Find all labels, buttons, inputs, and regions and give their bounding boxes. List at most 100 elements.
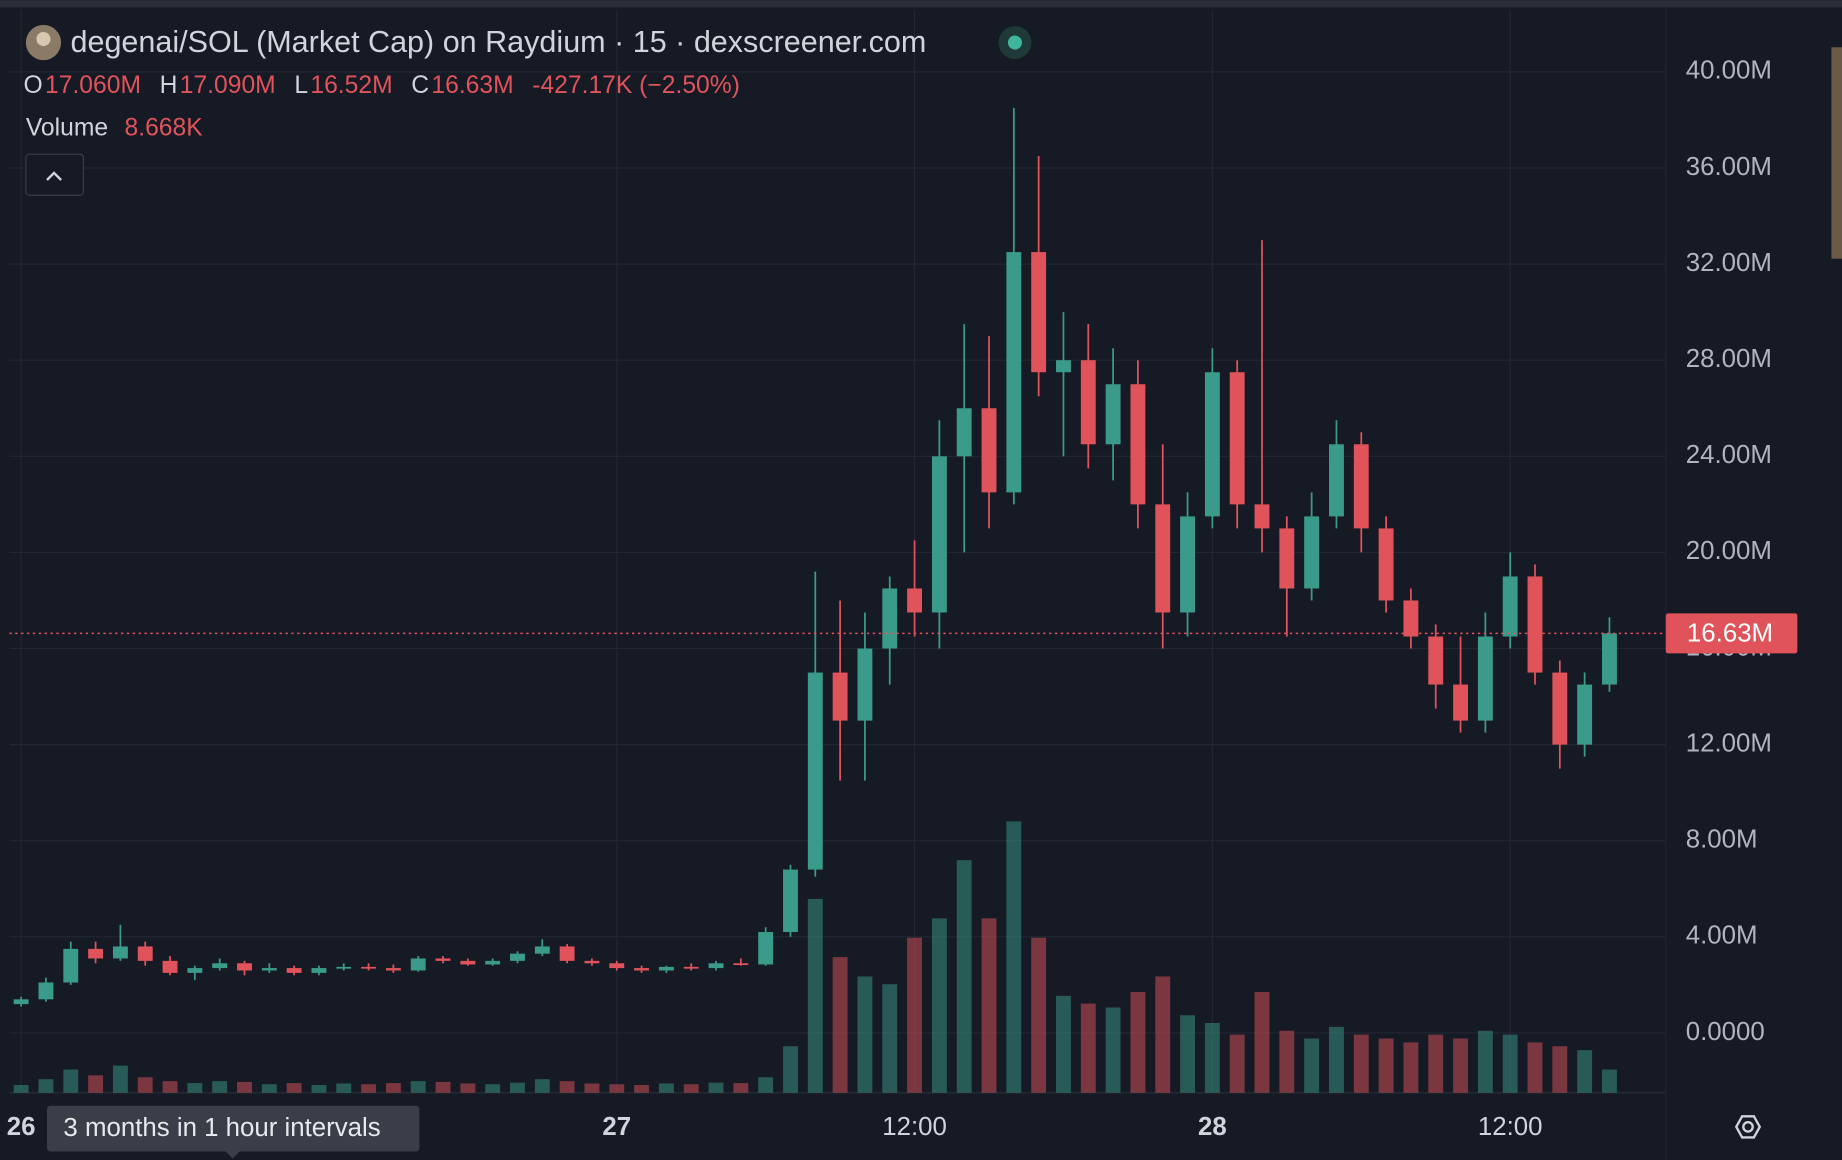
volume-bar — [286, 1083, 302, 1093]
candle-body — [261, 968, 277, 971]
tooltip: 3 months in 1 hour intervals — [63, 1114, 380, 1142]
last-price-label: 16.63M — [1687, 619, 1773, 647]
candle-body — [559, 946, 575, 961]
candle-body — [1229, 372, 1245, 505]
candle-body — [882, 588, 898, 649]
volume-bar — [1031, 937, 1047, 1093]
side-strip — [1831, 47, 1842, 259]
collapse-icon[interactable] — [46, 171, 62, 181]
volume-bar — [1006, 821, 1022, 1093]
y-tick-label: 20.00M — [1686, 537, 1772, 565]
candle-body — [1602, 633, 1617, 685]
candle-body — [683, 966, 699, 969]
candle-body — [733, 963, 749, 966]
y-tick-label: 4.00M — [1686, 922, 1758, 950]
volume-bar — [38, 1079, 54, 1093]
collapse-button[interactable] — [25, 153, 84, 196]
volume-bar — [1477, 1030, 1493, 1093]
ohlc-value: 17.090M — [180, 72, 276, 99]
volume-bar — [1403, 1042, 1419, 1093]
volume-bar — [1453, 1038, 1468, 1093]
volume-bar — [882, 984, 898, 1093]
volume-bar — [658, 1083, 674, 1093]
volume-bar — [783, 1046, 798, 1093]
volume-bar — [485, 1084, 501, 1093]
volume-bar — [361, 1084, 377, 1093]
candle-body — [1453, 684, 1468, 721]
candle-body — [1577, 684, 1593, 745]
candle-layer — [13, 107, 1617, 1007]
volume-bar — [981, 918, 997, 1093]
candle-body — [410, 958, 426, 971]
candle-body — [783, 869, 798, 933]
y-tick-label: 0.0000 — [1686, 1018, 1765, 1046]
tooltip-pointer — [225, 1151, 240, 1159]
volume-bar — [1204, 1022, 1220, 1093]
candle-body — [1031, 252, 1047, 373]
volume-bar — [1254, 991, 1270, 1093]
x-tick-label: 27 — [602, 1113, 631, 1141]
volume-bar — [708, 1082, 724, 1093]
x-tick-label: 12:00 — [882, 1113, 947, 1141]
volume-bar — [1105, 1007, 1121, 1093]
candle-body — [1056, 360, 1071, 373]
candle-body — [460, 960, 476, 965]
volume-bar — [162, 1081, 178, 1093]
status-dot — [1007, 35, 1023, 50]
volume-bar — [1130, 991, 1146, 1093]
y-tick-label: 40.00M — [1686, 57, 1772, 85]
volume-bar — [857, 976, 873, 1093]
settings-icon[interactable] — [1734, 1115, 1762, 1139]
x-tick-label: 12:00 — [1478, 1113, 1543, 1141]
x-tick-label: 26 — [7, 1113, 36, 1141]
candle-body — [634, 968, 650, 971]
candle-body — [907, 588, 923, 613]
ohlc-label: C — [411, 72, 429, 99]
candle-body — [112, 946, 128, 959]
candle-body — [336, 966, 352, 969]
candle-body — [658, 966, 674, 971]
candle-body — [88, 948, 104, 959]
candle-body — [584, 960, 600, 964]
volume-bar — [1527, 1042, 1543, 1093]
volume-bar — [435, 1081, 451, 1093]
candle-body — [311, 968, 327, 973]
volume-bar — [832, 957, 848, 1093]
volume-bar — [931, 918, 947, 1093]
candle-body — [1204, 372, 1220, 517]
volume-bar — [1552, 1046, 1568, 1093]
y-tick-label: 32.00M — [1686, 249, 1772, 277]
ohlc-label: O — [23, 72, 42, 99]
ohlc-label: H — [160, 72, 178, 99]
candle-body — [1502, 576, 1518, 637]
token-avatar-face — [36, 31, 51, 47]
candle-body — [1006, 252, 1022, 493]
tooltip-box — [46, 1105, 420, 1152]
volume-bar — [1304, 1038, 1320, 1093]
volume-bar — [510, 1082, 525, 1093]
settings-button[interactable] — [1734, 1115, 1762, 1139]
volume-bar — [1180, 1015, 1196, 1093]
candle-body — [1279, 528, 1295, 589]
volume-bar — [137, 1077, 153, 1093]
y-tick-label: 28.00M — [1686, 345, 1772, 373]
volume-bar — [559, 1081, 575, 1093]
volume-bar — [112, 1065, 128, 1093]
chart-title: degenai/SOL (Market Cap) on Raydium · 15… — [70, 25, 926, 59]
candle-body — [237, 963, 252, 971]
candle-body — [1155, 504, 1171, 613]
volume-bar — [460, 1083, 476, 1093]
volume-bar — [187, 1083, 203, 1093]
volume-label: Volume — [26, 114, 108, 141]
settings-icon-center[interactable] — [1742, 1120, 1754, 1133]
ohlc-value: 16.63M — [431, 72, 513, 99]
volume-bar — [956, 860, 972, 1093]
x-tick-label: 28 — [1198, 1113, 1227, 1141]
volume-bar — [385, 1083, 401, 1093]
candle-body — [13, 999, 29, 1005]
volume-bar — [13, 1085, 29, 1093]
volume-bar — [907, 937, 923, 1093]
ohlc-value: 16.52M — [310, 72, 392, 99]
candle-body — [485, 960, 501, 965]
